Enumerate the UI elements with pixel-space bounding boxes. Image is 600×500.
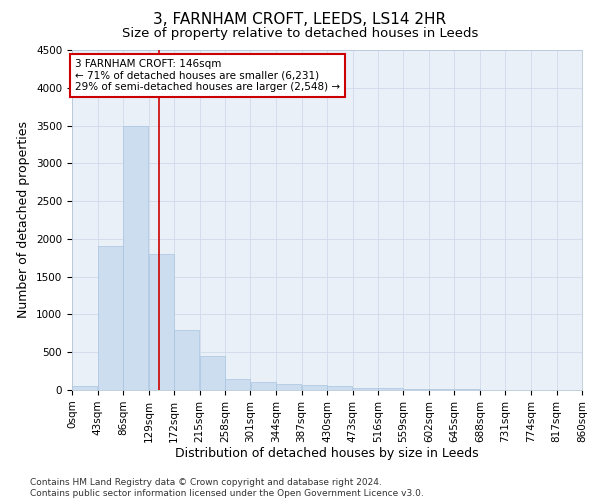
Text: 3 FARNHAM CROFT: 146sqm
← 71% of detached houses are smaller (6,231)
29% of semi: 3 FARNHAM CROFT: 146sqm ← 71% of detache… — [75, 59, 340, 92]
Text: 3, FARNHAM CROFT, LEEDS, LS14 2HR: 3, FARNHAM CROFT, LEEDS, LS14 2HR — [154, 12, 446, 28]
Text: Contains HM Land Registry data © Crown copyright and database right 2024.
Contai: Contains HM Land Registry data © Crown c… — [30, 478, 424, 498]
Bar — [72, 386, 97, 390]
X-axis label: Distribution of detached houses by size in Leeds: Distribution of detached houses by size … — [175, 448, 479, 460]
Bar — [378, 388, 403, 390]
Bar — [353, 388, 378, 390]
Bar — [98, 246, 123, 390]
Bar — [302, 386, 327, 390]
Bar — [174, 330, 199, 390]
Bar — [404, 389, 429, 390]
Bar — [200, 356, 225, 390]
Bar — [123, 126, 148, 390]
Bar — [225, 378, 250, 390]
Text: Size of property relative to detached houses in Leeds: Size of property relative to detached ho… — [122, 28, 478, 40]
Y-axis label: Number of detached properties: Number of detached properties — [17, 122, 31, 318]
Bar — [276, 384, 301, 390]
Bar — [149, 254, 174, 390]
Bar — [327, 386, 352, 390]
Bar — [251, 382, 276, 390]
Bar — [429, 389, 454, 390]
